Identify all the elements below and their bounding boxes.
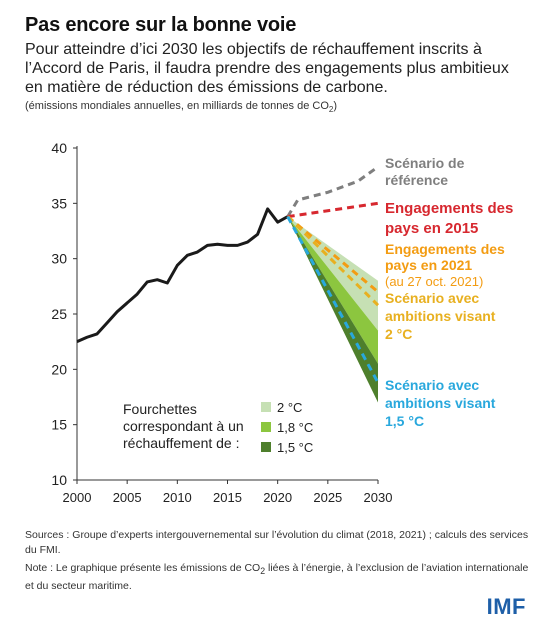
units-suffix: ) [333,100,337,112]
scenario-line-0 [286,165,379,218]
scenario-label-0-line-0: Scénario de [385,155,465,171]
legend-title-line-0: Fourchettes [123,401,197,417]
scenario-label-2-line-1: pays en 2021 [385,257,472,273]
y-tick-label: 15 [51,417,67,433]
scenario-label-4-line-1: ambitions visant [385,395,496,411]
legend-label-2: 1,5 °C [277,440,313,455]
y-tick-label: 25 [51,306,67,322]
range-band-0 [287,216,378,331]
scenario-label-0-line-1: référence [385,172,448,188]
x-tick-label: 2015 [213,490,242,505]
sources-note: Sources : Groupe d’experts intergouverne… [25,529,529,556]
scenario-label-3-line-2: 2 °C [385,326,412,342]
x-tick-label: 2010 [163,490,192,505]
scenario-label-2-line-2: (au 27 oct. 2021) [385,274,483,289]
note-prefix: Note : Le graphique présente les émissio… [25,562,261,574]
legend-swatch-0 [261,402,271,412]
x-tick-label: 2005 [113,490,142,505]
scenario-label-4-line-2: 1,5 °C [385,413,424,429]
legend-swatch-1 [261,422,271,432]
legend-label-0: 2 °C [277,400,302,415]
scenario-line-2 [286,215,379,294]
scenario-label-3-line-1: ambitions visant [385,308,496,324]
x-tick-label: 2025 [313,490,342,505]
units-prefix: (émissions mondiales annuelles, en milli… [25,100,329,112]
scenario-label-4-line-0: Scénario avec [385,377,479,393]
y-tick-label: 35 [51,195,67,211]
units-note: (émissions mondiales annuelles, en milli… [25,100,337,114]
y-tick-label: 20 [51,361,67,377]
units-subscript: 2 [328,105,334,115]
scenario-label-3-line-0: Scénario avec [385,290,479,306]
scenario-label-1-line-0: Engagements des [385,200,513,217]
legend-title-line-1: correspondant à un [123,418,244,434]
scenario-line-1 [287,201,379,219]
scenario-line-3 [286,215,380,307]
range-band-1 [287,216,378,364]
note-subscript: 2 [260,566,266,577]
y-tick-label: 40 [51,140,67,156]
historical-emissions-line [76,207,289,344]
imf-logo: IMF [486,594,526,619]
y-tick-label: 30 [51,251,67,267]
y-tick-label: 10 [51,472,67,488]
x-tick-label: 2020 [263,490,292,505]
footnotes: Sources : Groupe d’experts intergouverne… [25,528,535,597]
chart-title: Pas encore sur la bonne voie [25,14,297,36]
range-band-2 [287,216,378,403]
x-tick-label: 2030 [364,490,393,505]
legend-swatch-2 [261,442,271,452]
note-suffix: liées à l’énergie, à l’exclusion de l’av… [25,562,529,593]
x-tick-label: 2000 [63,490,92,505]
methodology-note: Note : Le graphique présente les émissio… [25,561,535,594]
scenario-label-1-line-1: pays en 2015 [385,220,478,237]
scenario-line-4 [286,215,380,384]
legend-title-line-2: réchauffement de : [123,435,239,451]
chart-subtitle: Pour atteindre d’ici 2030 les objectifs … [25,41,509,96]
legend-label-1: 1,8 °C [277,420,313,435]
scenario-label-2-line-0: Engagements des [385,241,505,257]
